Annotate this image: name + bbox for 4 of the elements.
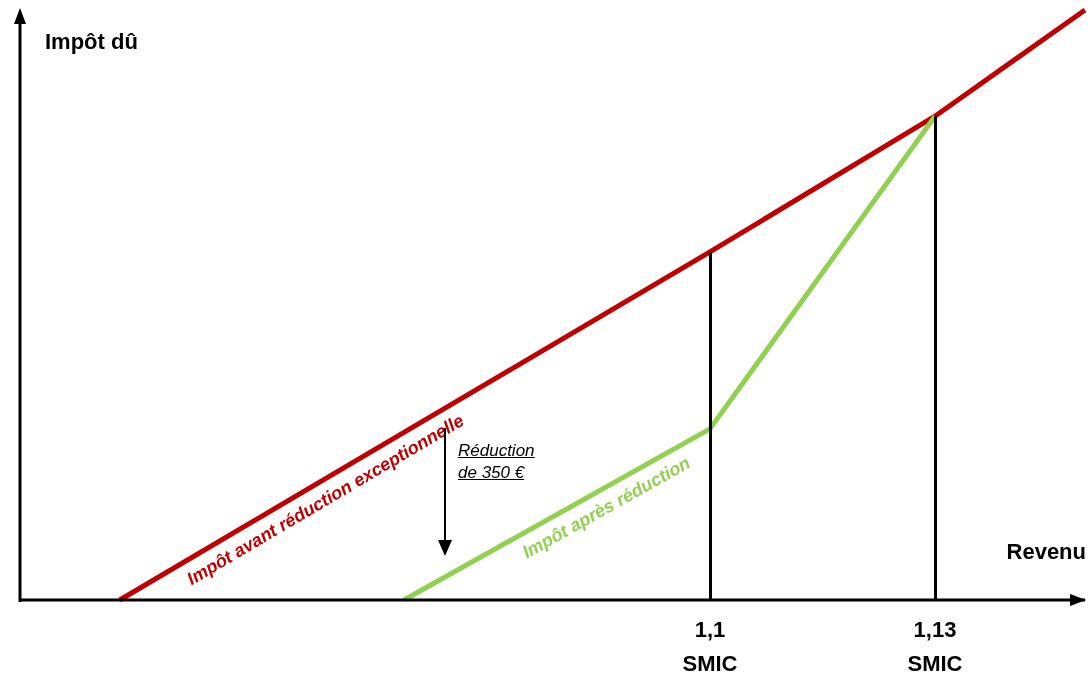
x-tick-label: 1,13 SMIC [907,616,963,676]
x-axis-title: Revenu [1006,538,1087,564]
x-tick-label: 1,1 SMIC [682,616,738,676]
y-axis-title: Impôt dû [45,28,138,54]
